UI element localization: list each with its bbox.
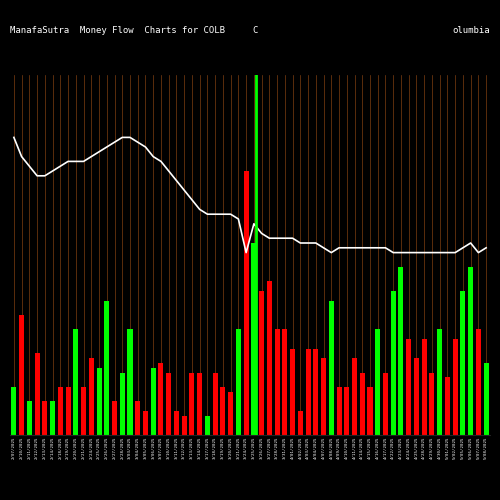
Bar [128,330,132,435]
Bar [352,358,357,435]
Bar [368,387,372,435]
Bar [344,387,350,435]
Bar [228,392,233,435]
Bar [42,402,48,435]
Bar [398,267,404,435]
Bar [375,330,380,435]
Bar [34,354,40,435]
Bar [390,291,396,435]
Bar [104,300,110,435]
Bar [205,416,210,435]
Bar [150,368,156,435]
Bar [197,372,202,435]
Bar [460,291,466,435]
Bar [259,291,264,435]
Bar [476,330,481,435]
Text: olumbia: olumbia [452,26,490,35]
Bar [244,171,248,435]
Bar [267,282,272,435]
Bar [329,300,334,435]
Bar [174,411,179,435]
Bar [422,339,426,435]
Text: C: C [252,26,258,35]
Bar [484,363,488,435]
Bar [220,387,226,435]
Text: ManafaSutra  Money Flow  Charts for COLB: ManafaSutra Money Flow Charts for COLB [10,26,225,35]
Bar [437,330,442,435]
Bar [96,368,102,435]
Bar [81,387,86,435]
Bar [383,372,388,435]
Bar [143,411,148,435]
Bar [50,402,55,435]
Bar [112,402,117,435]
Bar [120,372,125,435]
Bar [58,387,63,435]
Bar [430,372,434,435]
Bar [306,348,310,435]
Bar [452,339,458,435]
Bar [182,416,186,435]
Bar [212,372,218,435]
Bar [468,267,473,435]
Bar [252,243,256,435]
Bar [74,330,78,435]
Bar [445,378,450,435]
Bar [321,358,326,435]
Bar [406,339,411,435]
Bar [158,363,164,435]
Bar [360,372,365,435]
Bar [66,387,70,435]
Bar [27,402,32,435]
Bar [314,348,318,435]
Bar [89,358,94,435]
Bar [298,411,303,435]
Bar [336,387,342,435]
Bar [414,358,419,435]
Bar [274,330,280,435]
Bar [236,330,241,435]
Bar [19,315,24,435]
Bar [12,387,16,435]
Bar [290,348,295,435]
Bar [282,330,288,435]
Bar [166,372,171,435]
Bar [190,372,194,435]
Bar [135,402,140,435]
